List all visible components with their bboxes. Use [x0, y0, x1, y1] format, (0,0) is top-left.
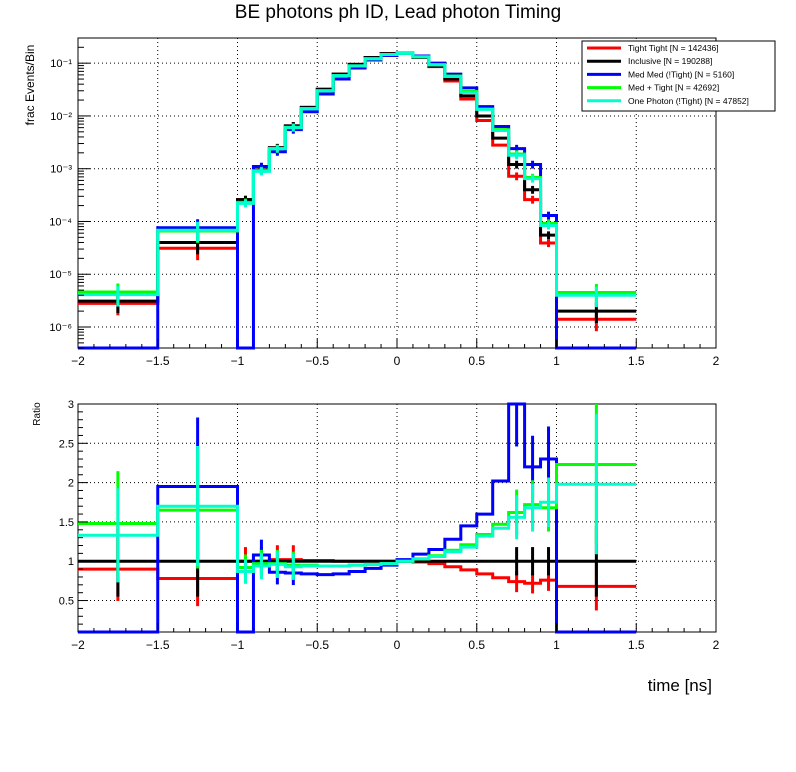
bot-y-tick-label: 2.5 — [59, 438, 74, 450]
bot-series-line — [78, 482, 637, 573]
top-x-tick-label: −2 — [71, 354, 85, 368]
top-series-line — [78, 51, 637, 313]
bot-x-tick-label: −0.5 — [305, 638, 329, 652]
top-series-one-photon-tight — [78, 51, 637, 308]
top-x-tick-label: 0.5 — [468, 354, 485, 368]
legend-item: One Photon (!Tight) [N = 47852] — [587, 96, 749, 106]
bot-x-tick-label: 1.5 — [628, 638, 645, 652]
top-x-tick-label: 1 — [553, 354, 560, 368]
bot-series-line — [78, 463, 637, 570]
top-y-tick-label: 10⁻³ — [50, 164, 72, 176]
x-axis-title: time [ns] — [647, 676, 712, 695]
top-series-line — [78, 51, 637, 297]
top-x-tick-label: −1 — [231, 354, 245, 368]
top-y-tick-label: 10⁻¹ — [50, 58, 72, 70]
top-series-tight-tight — [78, 51, 637, 332]
top-x-tick-label: −0.5 — [305, 354, 329, 368]
bottom-panel: −2 −1.5 −1 −0.5 0 0.5 1 1.5 2 0.5 1 1.5 2 2.5 3 Ratio — [32, 399, 720, 652]
top-series-line — [78, 51, 637, 321]
legend-item: Tight Tight [N = 142436] — [587, 43, 719, 53]
bot-series-line — [78, 402, 637, 634]
top-y-tick-label: 10⁻⁴ — [49, 216, 72, 228]
top-y-tick-label: 10⁻⁵ — [49, 269, 72, 281]
top-y-axis-label: frac Events/Bin — [23, 45, 37, 126]
top-series-med-tight — [78, 51, 637, 305]
bot-x-tick-label: 0.5 — [468, 638, 485, 652]
bot-y-tick-label: 1 — [68, 556, 74, 568]
bot-x-tick-label: 0 — [394, 638, 401, 652]
legend-label: Med Med (!Tight) [N = 5160] — [628, 69, 734, 79]
bot-series-one-photon-tight — [78, 414, 637, 584]
top-series-line — [78, 51, 637, 350]
legend-label: Med + Tight [N = 42692] — [628, 83, 719, 93]
bot-x-tick-label: −1.5 — [146, 638, 170, 652]
legend-item: Med Med (!Tight) [N = 5160] — [587, 69, 734, 79]
legend-label: One Photon (!Tight) [N = 47852] — [628, 96, 749, 106]
bot-y-tick-label: 0.5 — [59, 596, 74, 608]
bot-series-med-tight — [78, 404, 637, 581]
top-panel: −2 −1.5 −1 −0.5 0 0.5 1 1.5 2 10⁻⁶ 10⁻⁵ 10⁻⁴ 10⁻³ 10⁻… — [23, 37, 720, 368]
chart-title: BE photons ph ID, Lead photon Timing — [234, 2, 562, 23]
bot-y-tick-label: 1.5 — [59, 517, 74, 529]
legend-item: Inclusive [N = 190288] — [587, 56, 712, 66]
bot-series-inclusive — [78, 525, 637, 597]
top-series-med-med-tight — [78, 51, 637, 350]
top-y-tick-label: 10⁻⁶ — [49, 322, 72, 334]
legend: Tight Tight [N = 142436] Inclusive [N = 1… — [581, 40, 776, 112]
bot-series-tight-tight — [78, 537, 637, 611]
top-series-line — [78, 51, 637, 295]
top-series-inclusive — [78, 51, 637, 324]
bot-x-tick-label: 1 — [553, 638, 560, 652]
bot-x-tick-label: 2 — [713, 638, 720, 652]
top-x-tick-label: 2 — [713, 354, 720, 368]
bot-series-med-med-tight — [78, 402, 637, 634]
bot-x-tick-label: −2 — [71, 638, 85, 652]
legend-label: Tight Tight [N = 142436] — [628, 43, 719, 53]
top-y-tick-label: 10⁻² — [50, 111, 72, 123]
top-x-tick-label: 1.5 — [628, 354, 645, 368]
legend-label: Inclusive [N = 190288] — [628, 56, 712, 66]
bot-y-tick-label: 2 — [68, 478, 74, 490]
bot-x-tick-label: −1 — [231, 638, 245, 652]
bottom-plot-frame — [77, 403, 717, 633]
legend-item: Med + Tight [N = 42692] — [587, 83, 719, 93]
bottom-y-axis-label: Ratio — [32, 402, 43, 426]
top-x-tick-label: −1.5 — [146, 354, 170, 368]
bot-y-tick-label: 3 — [68, 399, 74, 411]
top-x-tick-label: 0 — [394, 354, 401, 368]
